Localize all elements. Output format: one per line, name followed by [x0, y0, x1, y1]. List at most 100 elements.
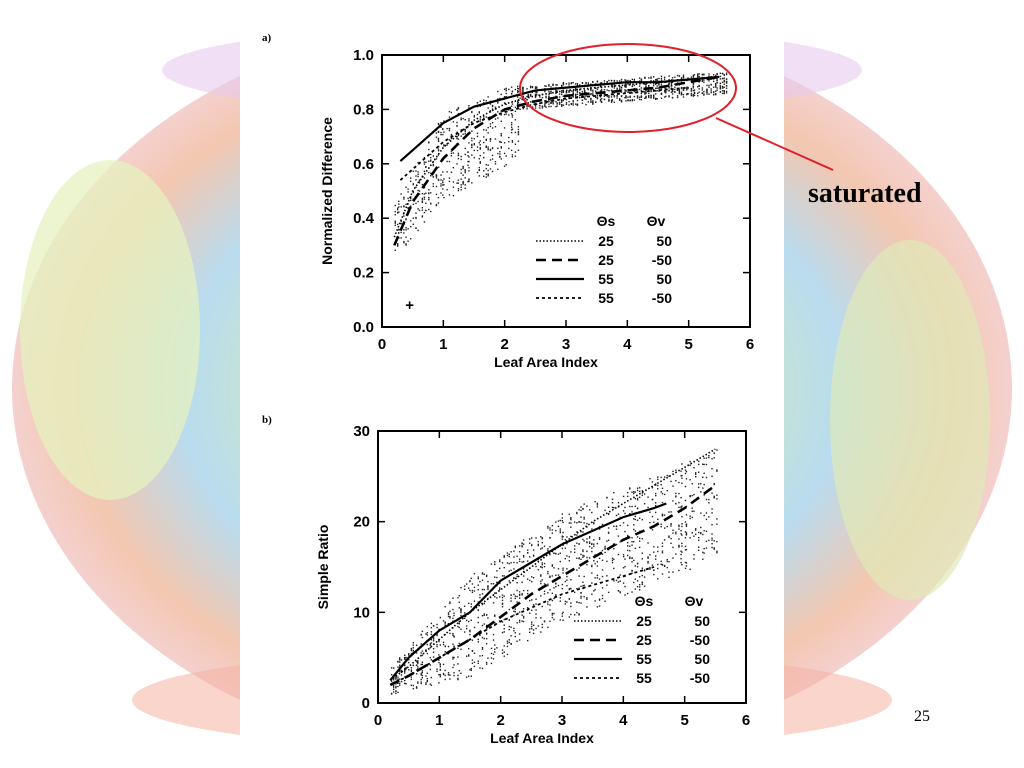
- scatter-point: [497, 98, 499, 100]
- scatter-point: [633, 559, 635, 562]
- scatter-point: [671, 96, 674, 99]
- scatter-point: [449, 615, 451, 618]
- scatter-point: [481, 615, 484, 617]
- scatter-point: [645, 85, 647, 88]
- scatter-point: [572, 104, 574, 106]
- scatter-point: [397, 660, 399, 663]
- scatter-point: [561, 615, 564, 617]
- scatter-point: [526, 592, 529, 595]
- scatter-point: [583, 518, 585, 520]
- scatter-point: [596, 506, 599, 508]
- scatter-point: [568, 588, 571, 591]
- scatter-point: [547, 584, 549, 587]
- scatter-point: [591, 593, 593, 595]
- scatter-point: [596, 502, 599, 505]
- legend-theta-v-value: 50: [656, 271, 672, 287]
- scatter-point: [477, 584, 479, 586]
- scatter-point: [701, 89, 704, 91]
- scatter-point: [457, 656, 459, 658]
- scatter-point: [432, 155, 435, 157]
- scatter-point: [429, 646, 432, 649]
- scatter-point: [716, 494, 718, 496]
- scatter-point: [686, 93, 688, 96]
- scatter-point: [458, 601, 460, 604]
- scatter-point: [684, 499, 687, 502]
- scatter-point: [586, 550, 588, 553]
- scatter-point: [457, 107, 460, 109]
- scatter-point: [564, 580, 567, 583]
- scatter-point: [444, 621, 446, 623]
- scatter-point: [503, 165, 506, 167]
- scatter-point: [653, 546, 655, 548]
- scatter-point: [395, 685, 397, 688]
- scatter-point: [522, 554, 525, 557]
- scatter-point: [675, 531, 677, 533]
- scatter-point: [442, 171, 444, 173]
- scatter-point: [693, 554, 695, 556]
- y-tick-label: 0.2: [353, 265, 374, 282]
- scatter-point: [477, 660, 479, 662]
- scatter-point: [403, 198, 405, 200]
- scatter-point: [624, 558, 626, 560]
- scatter-point: [670, 511, 672, 513]
- scatter-point: [396, 244, 399, 246]
- scatter-point: [696, 75, 699, 77]
- scatter-point: [394, 224, 396, 226]
- scatter-point: [543, 545, 546, 547]
- scatter-point: [532, 554, 535, 556]
- scatter-point: [426, 680, 429, 682]
- scatter-point: [645, 91, 647, 94]
- scatter-point: [518, 594, 521, 597]
- scatter-point: [594, 554, 596, 556]
- scatter-point: [415, 664, 418, 667]
- scatter-point: [568, 84, 570, 86]
- scatter-point: [412, 217, 415, 219]
- scatter-point: [568, 100, 570, 103]
- scatter-point: [432, 164, 435, 167]
- scatter-point: [706, 89, 708, 91]
- scatter-point: [596, 504, 599, 506]
- scatter-point: [426, 634, 429, 636]
- scatter-point: [444, 674, 446, 677]
- scatter-point: [449, 678, 451, 680]
- scatter-point: [448, 127, 451, 130]
- scatter-point: [514, 151, 517, 153]
- scatter-point: [582, 531, 584, 533]
- scatter-point: [460, 628, 462, 630]
- scatter-point: [446, 171, 448, 173]
- scatter-point: [598, 578, 601, 580]
- scatter-point: [467, 654, 470, 656]
- scatter-point: [452, 634, 454, 636]
- scatter-point: [487, 146, 489, 148]
- scatter-point: [626, 495, 629, 498]
- scatter-point: [499, 140, 501, 143]
- scatter-point: [660, 93, 663, 96]
- scatter-point: [555, 89, 557, 92]
- scatter-point: [663, 493, 666, 496]
- scatter-point: [521, 581, 523, 583]
- scatter-point: [399, 657, 401, 659]
- scatter-point: [407, 240, 409, 242]
- scatter-point: [465, 655, 468, 657]
- scatter-point: [403, 196, 405, 199]
- scatter-point: [403, 205, 405, 207]
- scatter-point: [465, 676, 468, 678]
- scatter-point: [457, 138, 460, 140]
- scatter-point: [663, 514, 666, 516]
- scatter-point: [432, 183, 435, 185]
- scatter-point: [592, 80, 594, 83]
- scatter-point: [666, 474, 668, 477]
- scatter-point: [641, 567, 644, 569]
- scatter-point: [561, 536, 564, 538]
- scatter-point: [514, 597, 516, 600]
- scatter-point: [618, 86, 621, 88]
- scatter-point: [641, 552, 644, 554]
- scatter-point: [491, 105, 494, 108]
- x-tick-label: 1: [435, 712, 443, 729]
- scatter-point: [471, 139, 473, 142]
- scatter-point: [629, 487, 631, 489]
- scatter-point: [467, 155, 469, 157]
- scatter-point: [408, 653, 410, 655]
- scatter-point: [657, 550, 659, 553]
